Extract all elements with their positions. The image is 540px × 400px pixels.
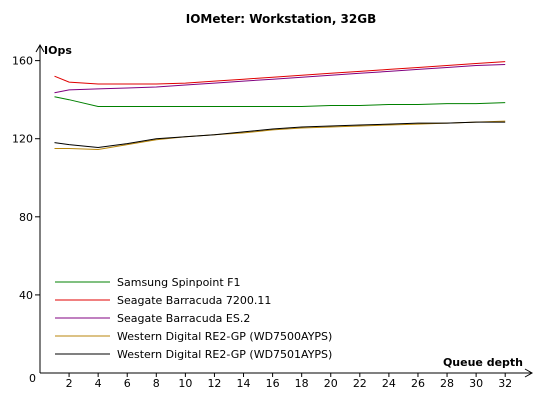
series-line-2 — [54, 61, 506, 85]
y-tick-label: 40 — [19, 289, 33, 302]
series-line-1 — [54, 96, 506, 107]
x-tick-label: 6 — [124, 377, 131, 390]
x-axis-label: Queue depth — [443, 356, 523, 369]
y-tick-label: 80 — [19, 211, 33, 224]
x-tick-label: 20 — [324, 377, 338, 390]
y-axis-arrow — [35, 43, 45, 53]
x-tick-label: 32 — [498, 377, 512, 390]
legend-label: Western Digital RE2-GP (WD7501AYPS) — [117, 348, 332, 361]
x-tick-label: 16 — [266, 377, 280, 390]
series-line-4 — [54, 120, 506, 151]
series-line-3 — [54, 64, 506, 94]
x-tick-label: 18 — [295, 377, 309, 390]
y-axis-label: IOps — [44, 44, 72, 57]
chart-title: IOMeter: Workstation, 32GB — [186, 12, 377, 26]
x-tick-label: 22 — [353, 377, 367, 390]
x-tick-label: 14 — [237, 377, 251, 390]
y-tick-label: 120 — [12, 133, 33, 146]
x-tick-label: 10 — [178, 377, 192, 390]
x-tick-label: 30 — [469, 377, 483, 390]
x-tick-label: 2 — [66, 377, 73, 390]
series-line-5 — [54, 121, 506, 149]
x-tick-label: 12 — [207, 377, 221, 390]
x-tick-label: 8 — [153, 377, 160, 390]
legend-label: Seagate Barracuda ES.2 — [117, 312, 250, 325]
legend-label: Samsung Spinpoint F1 — [117, 276, 240, 289]
y-tick-label: 160 — [12, 55, 33, 68]
x-tick-label: 26 — [411, 377, 425, 390]
y-tick-label: 0 — [29, 372, 36, 385]
legend-label: Western Digital RE2-GP (WD7500AYPS) — [117, 330, 332, 343]
x-tick-label: 24 — [382, 377, 396, 390]
x-tick-label: 4 — [95, 377, 102, 390]
x-tick-label: 28 — [440, 377, 454, 390]
series-layer — [54, 61, 506, 151]
legend-label: Seagate Barracuda 7200.11 — [117, 294, 271, 307]
x-axis-arrow — [524, 368, 534, 378]
legend: Samsung Spinpoint F1 Seagate Barracuda 72… — [55, 276, 332, 361]
